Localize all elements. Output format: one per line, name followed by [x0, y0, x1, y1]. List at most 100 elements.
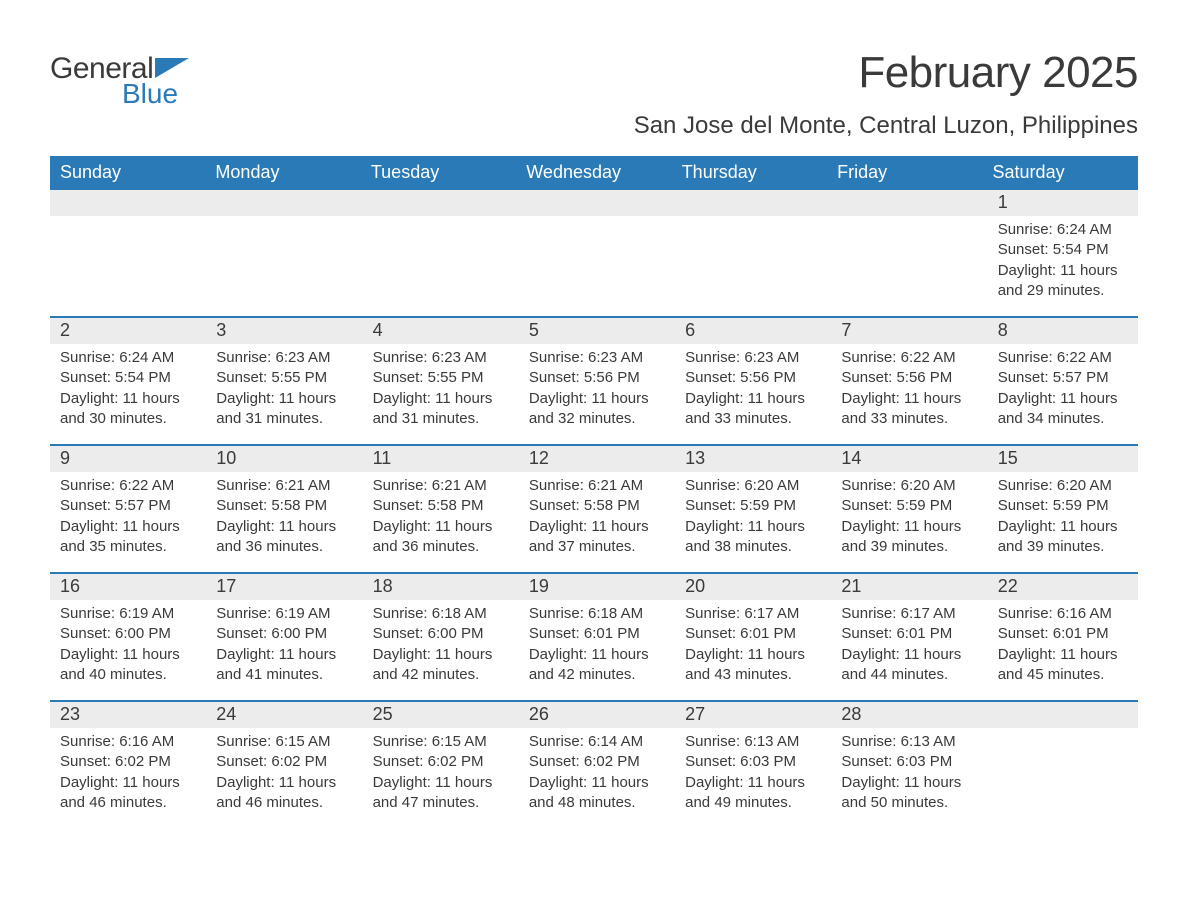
day-cell: 14 Sunrise: 6:20 AMSunset: 5:59 PMDayligh…	[831, 446, 987, 572]
day-cell	[519, 190, 675, 316]
day-cell	[831, 190, 987, 316]
sunset-text: Sunset: 6:00 PM	[373, 624, 509, 644]
day-number: 28	[831, 702, 987, 728]
day-number: 24	[206, 702, 362, 728]
daylight-text: Daylight: 11 hours and 37 minutes.	[529, 517, 665, 558]
day-number: 9	[50, 446, 206, 472]
sunset-text: Sunset: 5:59 PM	[998, 496, 1134, 516]
day-detail: Sunrise: 6:23 AMSunset: 5:55 PMDaylight:…	[206, 344, 356, 429]
sunset-text: Sunset: 5:55 PM	[373, 368, 509, 388]
sunset-text: Sunset: 5:57 PM	[998, 368, 1134, 388]
day-cell: 3Sunrise: 6:23 AMSunset: 5:55 PMDaylight…	[206, 318, 362, 444]
daylight-text: Daylight: 11 hours and 31 minutes.	[373, 389, 509, 430]
day-number: 3	[206, 318, 362, 344]
daylight-text: Daylight: 11 hours and 42 minutes.	[529, 645, 665, 686]
sunrise-text: Sunrise: 6:20 AM	[841, 476, 977, 496]
brand-logo: General Blue	[50, 52, 189, 110]
dow-cell: Tuesday	[361, 156, 516, 190]
sunset-text: Sunset: 5:54 PM	[998, 240, 1134, 260]
day-cell	[50, 190, 206, 316]
day-detail: Sunrise: 6:18 AMSunset: 6:00 PMDaylight:…	[363, 600, 513, 685]
day-cell: 25Sunrise: 6:15 AMSunset: 6:02 PMDayligh…	[363, 702, 519, 828]
day-detail: Sunrise: 6:24 AMSunset: 5:54 PMDaylight:…	[50, 344, 200, 429]
sunrise-text: Sunrise: 6:21 AM	[216, 476, 352, 496]
sunset-text: Sunset: 5:55 PM	[216, 368, 352, 388]
day-number: 23	[50, 702, 206, 728]
day-cell: 2Sunrise: 6:24 AMSunset: 5:54 PMDaylight…	[50, 318, 206, 444]
day-cell: 11Sunrise: 6:21 AMSunset: 5:58 PMDayligh…	[363, 446, 519, 572]
day-number: 13	[675, 446, 831, 472]
day-number: 2	[50, 318, 206, 344]
daylight-text: Daylight: 11 hours and 47 minutes.	[373, 773, 509, 814]
day-cell: 8Sunrise: 6:22 AMSunset: 5:57 PMDaylight…	[988, 318, 1138, 444]
daylight-text: Daylight: 11 hours and 46 minutes.	[60, 773, 196, 814]
day-detail: Sunrise: 6:21 AMSunset: 5:58 PMDaylight:…	[206, 472, 356, 557]
week-row: 1Sunrise: 6:24 AMSunset: 5:54 PMDaylight…	[50, 190, 1138, 316]
sunrise-text: Sunrise: 6:15 AM	[216, 732, 352, 752]
dow-cell: Friday	[827, 156, 982, 190]
sunrise-text: Sunrise: 6:16 AM	[60, 732, 196, 752]
day-cell: 6Sunrise: 6:23 AMSunset: 5:56 PMDaylight…	[675, 318, 831, 444]
daylight-text: Daylight: 11 hours and 32 minutes.	[529, 389, 665, 430]
day-number: 7	[831, 318, 987, 344]
sunrise-text: Sunrise: 6:18 AM	[529, 604, 665, 624]
daylight-text: Daylight: 11 hours and 48 minutes.	[529, 773, 665, 814]
day-number: 18	[363, 574, 519, 600]
day-number: 20	[675, 574, 831, 600]
sunset-text: Sunset: 6:02 PM	[373, 752, 509, 772]
daylight-text: Daylight: 11 hours and 33 minutes.	[685, 389, 821, 430]
sunrise-text: Sunrise: 6:16 AM	[998, 604, 1134, 624]
sunrise-text: Sunrise: 6:23 AM	[685, 348, 821, 368]
sunset-text: Sunset: 5:59 PM	[685, 496, 821, 516]
sunrise-text: Sunrise: 6:19 AM	[216, 604, 352, 624]
day-detail: Sunrise: 6:19 AMSunset: 6:00 PMDaylight:…	[206, 600, 356, 685]
day-number: 5	[519, 318, 675, 344]
day-detail: Sunrise: 6:21 AMSunset: 5:58 PMDaylight:…	[519, 472, 669, 557]
sunset-text: Sunset: 6:00 PM	[60, 624, 196, 644]
brand-part2: Blue	[122, 78, 189, 110]
sunset-text: Sunset: 6:01 PM	[998, 624, 1134, 644]
day-number: 8	[988, 318, 1138, 344]
day-detail: Sunrise: 6:15 AMSunset: 6:02 PMDaylight:…	[363, 728, 513, 813]
daylight-text: Daylight: 11 hours and 50 minutes.	[841, 773, 977, 814]
sunrise-text: Sunrise: 6:24 AM	[60, 348, 196, 368]
daylight-text: Daylight: 11 hours and 46 minutes.	[216, 773, 352, 814]
day-number	[519, 190, 675, 216]
sunrise-text: Sunrise: 6:14 AM	[529, 732, 665, 752]
daylight-text: Daylight: 11 hours and 49 minutes.	[685, 773, 821, 814]
day-number	[988, 702, 1138, 728]
sunrise-text: Sunrise: 6:23 AM	[216, 348, 352, 368]
day-number	[50, 190, 206, 216]
daylight-text: Daylight: 11 hours and 36 minutes.	[373, 517, 509, 558]
sunset-text: Sunset: 5:58 PM	[529, 496, 665, 516]
sunset-text: Sunset: 6:01 PM	[529, 624, 665, 644]
day-number	[675, 190, 831, 216]
daylight-text: Daylight: 11 hours and 42 minutes.	[373, 645, 509, 686]
week-row: 9Sunrise: 6:22 AMSunset: 5:57 PMDaylight…	[50, 444, 1138, 572]
day-number: 4	[363, 318, 519, 344]
day-cell: 10Sunrise: 6:21 AMSunset: 5:58 PMDayligh…	[206, 446, 362, 572]
day-detail: Sunrise: 6:22 AMSunset: 5:57 PMDaylight:…	[50, 472, 200, 557]
day-detail: Sunrise: 6:20 AMSunset: 5:59 PMDaylight:…	[988, 472, 1138, 557]
day-number: 25	[363, 702, 519, 728]
dow-cell: Thursday	[672, 156, 827, 190]
daylight-text: Daylight: 11 hours and 35 minutes.	[60, 517, 196, 558]
sunset-text: Sunset: 5:56 PM	[841, 368, 977, 388]
daylight-text: Daylight: 11 hours and 39 minutes.	[841, 517, 977, 558]
day-number: 14	[831, 446, 987, 472]
day-cell: 18Sunrise: 6:18 AMSunset: 6:00 PMDayligh…	[363, 574, 519, 700]
sunset-text: Sunset: 6:03 PM	[841, 752, 977, 772]
day-cell: 9Sunrise: 6:22 AMSunset: 5:57 PMDaylight…	[50, 446, 206, 572]
sunrise-text: Sunrise: 6:19 AM	[60, 604, 196, 624]
daylight-text: Daylight: 11 hours and 31 minutes.	[216, 389, 352, 430]
week-row: 23Sunrise: 6:16 AMSunset: 6:02 PMDayligh…	[50, 700, 1138, 828]
day-cell: 22Sunrise: 6:16 AMSunset: 6:01 PMDayligh…	[988, 574, 1138, 700]
day-cell	[206, 190, 362, 316]
sunset-text: Sunset: 5:59 PM	[841, 496, 977, 516]
day-detail: Sunrise: 6:23 AMSunset: 5:56 PMDaylight:…	[519, 344, 669, 429]
sunset-text: Sunset: 6:02 PM	[60, 752, 196, 772]
day-cell: 28Sunrise: 6:13 AMSunset: 6:03 PMDayligh…	[831, 702, 987, 828]
day-number: 12	[519, 446, 675, 472]
day-number: 1	[988, 190, 1138, 216]
daylight-text: Daylight: 11 hours and 43 minutes.	[685, 645, 821, 686]
